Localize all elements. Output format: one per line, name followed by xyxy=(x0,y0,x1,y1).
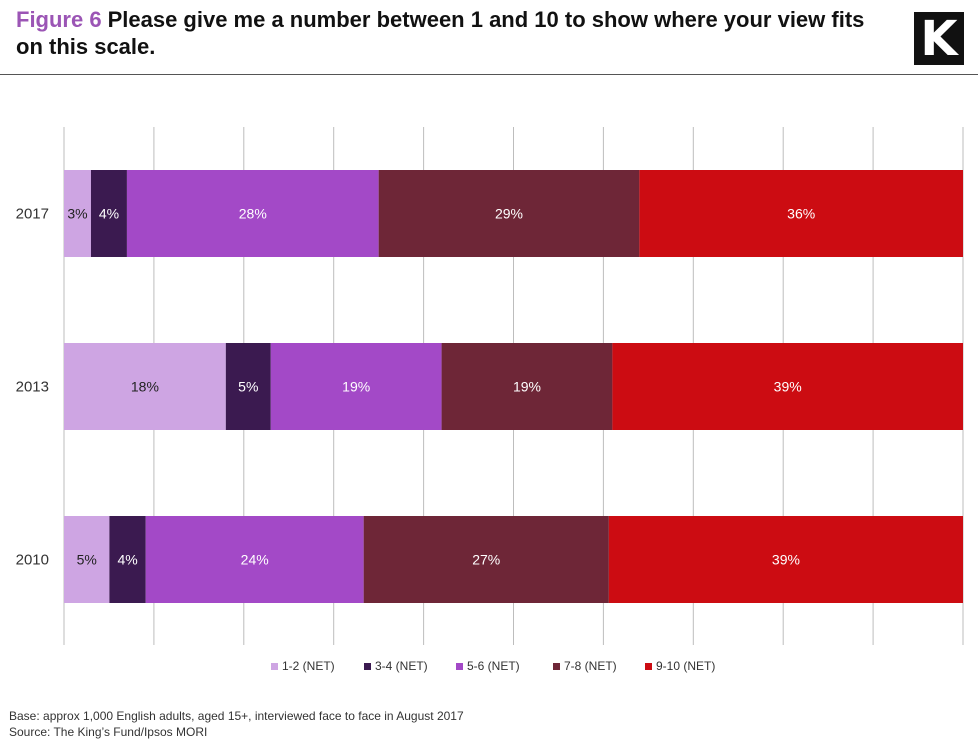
legend-label: 9-10 (NET) xyxy=(656,659,715,673)
data-label: 19% xyxy=(513,379,541,395)
legend-swatch xyxy=(364,663,371,670)
legend-swatch xyxy=(271,663,278,670)
bar-segment xyxy=(109,516,146,603)
legend-swatch xyxy=(456,663,463,670)
category-label: 2013 xyxy=(16,379,49,396)
base-note: Base: approx 1,000 English adults, aged … xyxy=(9,709,464,723)
legend-swatch xyxy=(645,663,652,670)
figure-header: Figure 6 Please give me a number between … xyxy=(0,0,978,75)
source-note: Source: The King’s Fund/Ipsos MORI xyxy=(9,725,208,739)
data-label: 27% xyxy=(472,552,500,568)
data-label: 29% xyxy=(495,206,523,222)
bar-segment xyxy=(441,343,613,430)
bar-segment xyxy=(608,516,963,603)
figure-title-text: Please give me a number between 1 and 10… xyxy=(16,7,865,59)
data-label: 18% xyxy=(131,379,159,395)
data-label: 4% xyxy=(117,552,137,568)
legend-label: 3-4 (NET) xyxy=(375,659,428,673)
bar-segment xyxy=(145,516,364,603)
data-label: 28% xyxy=(239,206,267,222)
kings-fund-logo: K xyxy=(914,12,964,65)
data-label: 24% xyxy=(241,552,269,568)
legend-label: 7-8 (NET) xyxy=(564,659,617,673)
bar-segment xyxy=(225,343,271,430)
data-label: 39% xyxy=(772,552,800,568)
data-label: 19% xyxy=(342,379,370,395)
category-label: 2017 xyxy=(16,206,49,223)
data-label: 5% xyxy=(238,379,258,395)
stacked-bar-chart: 3% 4% 28% 29% 36% 2017 18% 5% 19% 19% 39% 2013 5% 4% 2… xyxy=(16,127,964,673)
legend-label: 1-2 (NET) xyxy=(282,659,335,673)
data-label: 5% xyxy=(77,552,97,568)
bar-segment xyxy=(64,170,91,257)
figure-title: Figure 6 Please give me a number between … xyxy=(16,6,896,60)
bar-segment xyxy=(612,343,963,430)
data-label: 4% xyxy=(99,206,119,222)
bar-segment xyxy=(639,170,963,257)
data-label: 39% xyxy=(774,379,802,395)
bar-segment xyxy=(270,343,442,430)
bar-segment xyxy=(64,516,110,603)
bar-segment xyxy=(126,170,379,257)
bar-segment xyxy=(363,516,609,603)
footnote: Base: approx 1,000 English adults, aged … xyxy=(9,708,464,740)
data-label: 36% xyxy=(787,206,815,222)
bar-segment xyxy=(90,170,127,257)
data-label: 3% xyxy=(67,206,87,222)
bar-segment xyxy=(378,170,640,257)
legend-swatch xyxy=(553,663,560,670)
legend-label: 5-6 (NET) xyxy=(467,659,520,673)
bar-segment xyxy=(64,343,226,430)
figure-label: Figure 6 xyxy=(16,7,102,32)
category-label: 2010 xyxy=(16,552,49,569)
